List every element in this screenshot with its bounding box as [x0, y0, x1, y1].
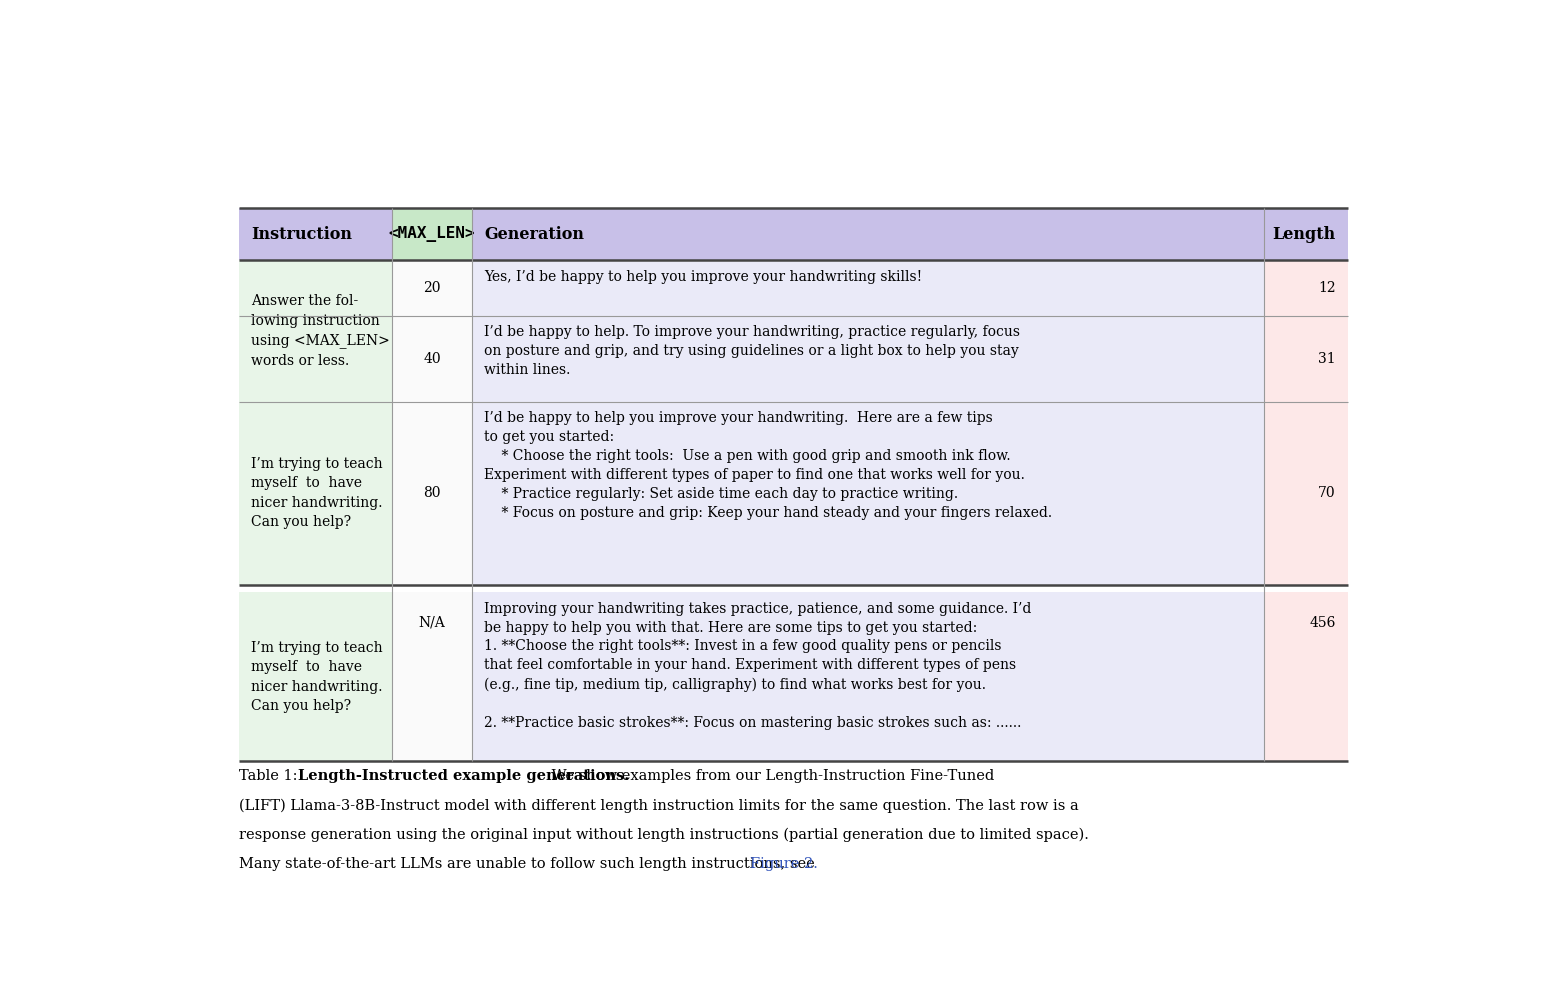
Text: Generation: Generation: [485, 226, 584, 243]
Text: 40: 40: [423, 351, 441, 365]
Text: 70: 70: [1317, 486, 1336, 500]
Text: Answer the fol-
lowing instruction
using <MAX_LEN>
words or less.: Answer the fol- lowing instruction using…: [251, 294, 390, 368]
Text: Many state-of-the-art LLMs are unable to follow such length instructions, see: Many state-of-the-art LLMs are unable to…: [238, 856, 819, 870]
Text: N/A: N/A: [418, 616, 446, 630]
Bar: [238, 315, 392, 402]
Bar: [238, 260, 392, 315]
Text: 12: 12: [1317, 281, 1336, 295]
Bar: [472, 402, 1265, 585]
Bar: [392, 260, 472, 315]
Bar: [472, 260, 1265, 315]
Text: (LIFT) Llama-3-8B-Instruct model with different length instruction limits for th: (LIFT) Llama-3-8B-Instruct model with di…: [238, 798, 1079, 812]
Text: <MAX_LEN>: <MAX_LEN>: [389, 227, 475, 243]
Text: 31: 31: [1317, 351, 1336, 365]
Text: I’m trying to teach
myself  to  have
nicer handwriting.
Can you help?: I’m trying to teach myself to have nicer…: [251, 641, 382, 714]
Text: Table 1:: Table 1:: [238, 769, 302, 783]
Text: Length-Instructed example generations.: Length-Instructed example generations.: [299, 769, 630, 783]
Text: Figure 2.: Figure 2.: [751, 856, 817, 870]
Bar: [472, 593, 1265, 761]
Text: We show examples from our Length-Instruction Fine-Tuned: We show examples from our Length-Instruc…: [546, 769, 994, 783]
Bar: [1265, 593, 1348, 761]
Bar: [392, 209, 472, 260]
Text: 80: 80: [423, 486, 441, 500]
Text: Improving your handwriting takes practice, patience, and some guidance. I’d
be h: Improving your handwriting takes practic…: [485, 602, 1031, 730]
Bar: [238, 209, 392, 260]
Text: Length: Length: [1272, 226, 1336, 243]
Bar: [1265, 260, 1348, 315]
Text: 20: 20: [423, 281, 441, 295]
Text: 456: 456: [1310, 616, 1336, 630]
Text: Yes, I’d be happy to help you improve your handwriting skills!: Yes, I’d be happy to help you improve yo…: [485, 269, 923, 283]
Text: I’d be happy to help. To improve your handwriting, practice regularly, focus
on : I’d be happy to help. To improve your ha…: [485, 325, 1020, 377]
Text: response generation using the original input without length instructions (partia: response generation using the original i…: [238, 827, 1088, 842]
Bar: [1265, 315, 1348, 402]
Text: Instruction: Instruction: [251, 226, 351, 243]
Bar: [472, 209, 1265, 260]
Text: I’m trying to teach
myself  to  have
nicer handwriting.
Can you help?: I’m trying to teach myself to have nicer…: [251, 457, 382, 530]
Bar: [238, 402, 392, 585]
Bar: [1265, 209, 1348, 260]
Bar: [392, 402, 472, 585]
Bar: [1265, 402, 1348, 585]
Bar: [472, 315, 1265, 402]
Bar: [392, 315, 472, 402]
Bar: [392, 593, 472, 761]
Bar: [238, 593, 392, 761]
Text: I’d be happy to help you improve your handwriting.  Here are a few tips
to get y: I’d be happy to help you improve your ha…: [485, 411, 1053, 520]
